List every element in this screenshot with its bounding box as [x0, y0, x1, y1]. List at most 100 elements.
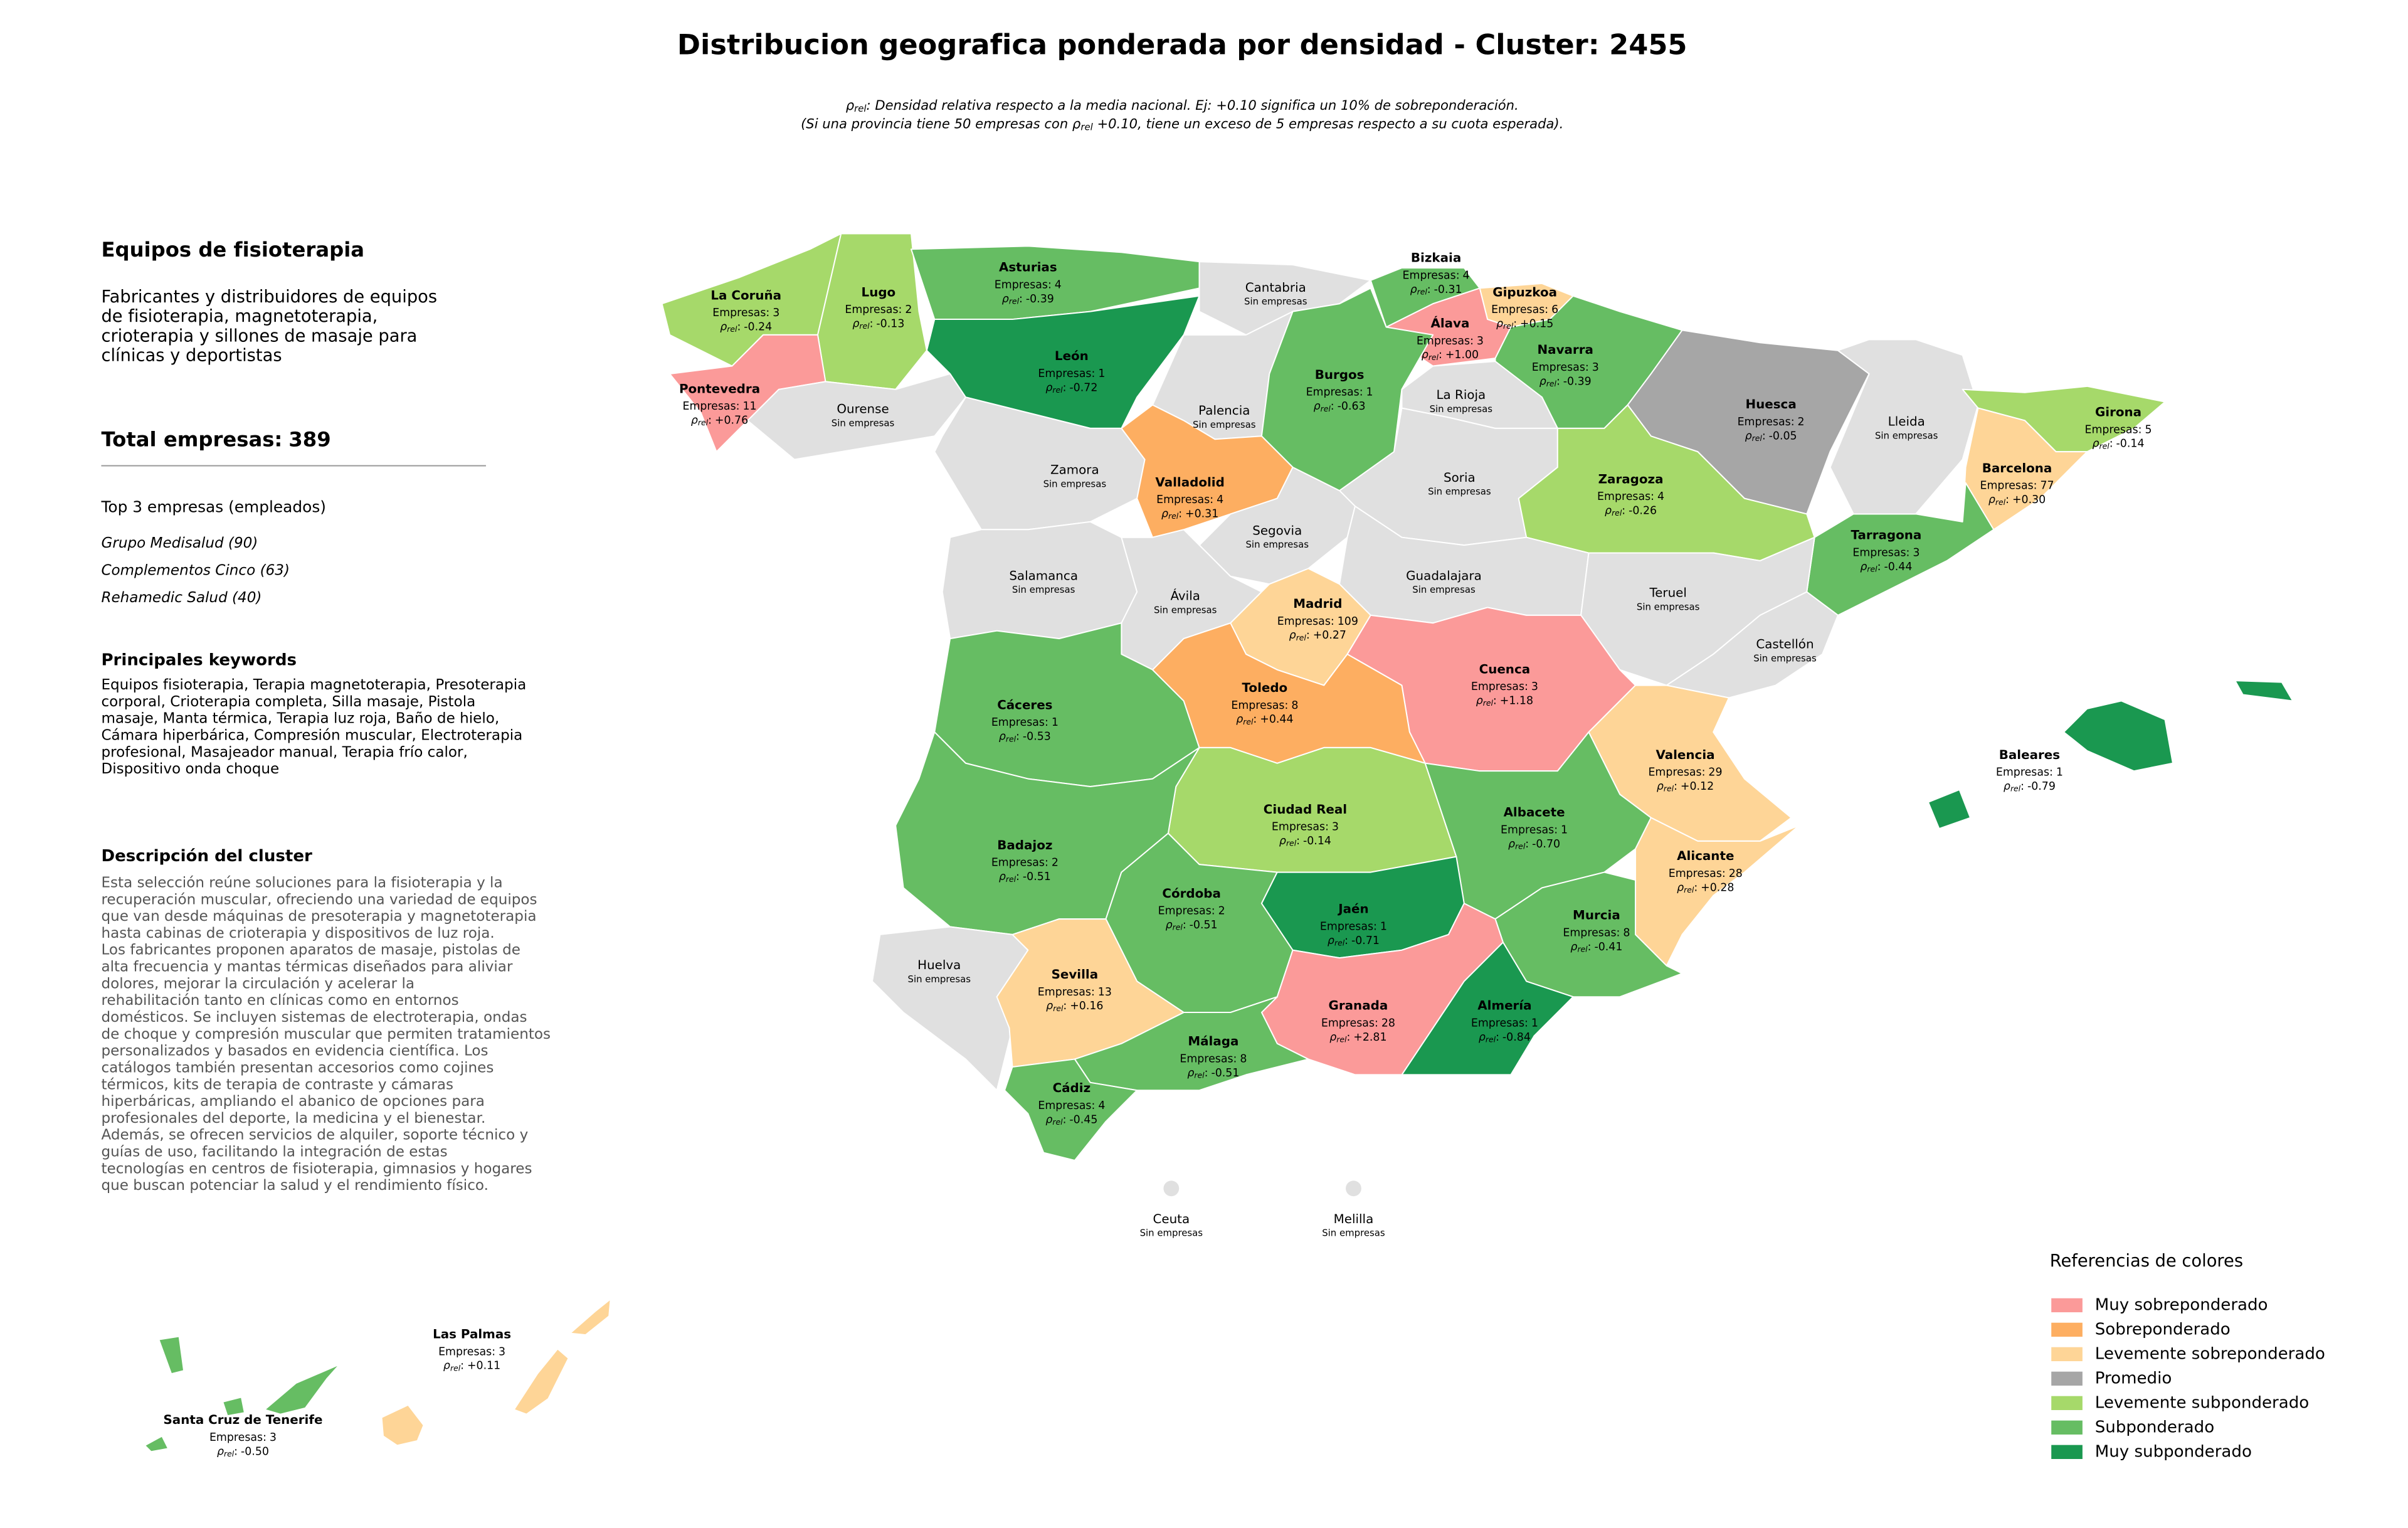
province-name: Murcia	[1573, 908, 1620, 923]
province-name: Zaragoza	[1598, 472, 1664, 486]
rho-symbol: ρ	[1187, 1067, 1194, 1080]
province-companies: Empresas: 11	[682, 400, 756, 413]
rho-separator: :	[1622, 504, 1625, 517]
rho-symbol: ρ	[1236, 713, 1243, 726]
province-rho: ρrel: +0.27	[1289, 629, 1346, 642]
rho-symbol: ρ	[999, 871, 1006, 883]
description-line: hasta cabinas de crioterapia y dispositi…	[101, 925, 494, 942]
rho-symbol: ρ	[999, 731, 1006, 743]
province-rho: ρrel: -0.71	[1328, 935, 1380, 947]
province-companies: Empresas: 77	[1980, 480, 2054, 492]
rho-separator: :	[1493, 694, 1497, 707]
province-shape	[1004, 1058, 1138, 1161]
companies-label: Empresas:	[1038, 368, 1095, 380]
companies-value: 3	[1592, 361, 1599, 374]
province-empty: Sin empresas	[832, 417, 895, 428]
rho-subscript: rel	[1684, 885, 1694, 894]
rho-symbol: ρ	[2004, 780, 2010, 793]
rho-symbol: ρ	[1677, 881, 1684, 894]
rho-separator: :	[1427, 284, 1431, 296]
companies-label: Empresas:	[1996, 767, 2053, 779]
companies-value: 1	[2056, 767, 2063, 779]
province-companies: Empresas: 4	[1156, 494, 1223, 506]
rho-separator: :	[1877, 561, 1881, 573]
province-name: Navarra	[1538, 342, 1593, 357]
description-line: tecnologías en centros de fisioterapia, …	[101, 1160, 532, 1177]
province-shape	[569, 1298, 611, 1336]
province-rho: ρrel: +0.15	[1496, 318, 1553, 331]
province-empty: Sin empresas	[1322, 1228, 1385, 1239]
description-line: que van desde máquinas de presoterapia y…	[101, 908, 536, 925]
province-rho: ρrel: -0.53	[999, 731, 1051, 743]
province-companies: Empresas: 3	[1852, 547, 1920, 560]
province-rho: ρrel: -0.31	[1410, 284, 1462, 296]
rho-value: -0.13	[876, 318, 904, 331]
province-rho: ρrel: +0.11	[443, 1360, 500, 1372]
province	[747, 373, 966, 460]
province	[1927, 680, 2294, 830]
province-companies: Empresas: 3	[438, 1345, 505, 1358]
province-rho: ρrel: +1.00	[1422, 349, 1479, 361]
rho-value: +0.28	[1701, 881, 1734, 894]
rho-subscript: rel	[1321, 403, 1331, 413]
province-name: Alicante	[1677, 849, 1734, 863]
rho-separator: :	[1063, 381, 1067, 394]
rho-separator: :	[1063, 1000, 1067, 1012]
summary-line: clínicas y deportistas	[101, 346, 282, 366]
province-companies: Empresas: 1	[1038, 368, 1105, 380]
rho-subscript: rel	[1009, 296, 1020, 305]
rho-separator: :	[1344, 935, 1348, 947]
companies-label: Empresas:	[1852, 547, 1909, 560]
rho-subscript: rel	[1428, 352, 1439, 361]
rho-subscript: rel	[1334, 938, 1345, 947]
companies-label: Empresas:	[1180, 1053, 1237, 1066]
province-rho: ρrel: -0.51	[999, 871, 1051, 883]
province-rho: ρrel: +1.18	[1476, 694, 1533, 707]
companies-label: Empresas:	[1320, 920, 1377, 933]
province-name: Toledo	[1242, 681, 1288, 695]
province-shape	[1829, 339, 1979, 515]
rho-separator: :	[1063, 1113, 1067, 1126]
legend: Muy sobreponderado Sobreponderado Levement…	[2051, 1295, 2325, 1461]
province	[1260, 287, 1434, 492]
province-name: Cuenca	[1479, 662, 1531, 676]
province	[1962, 407, 2088, 531]
note-text: +0.10, tiene un exceso de 5 empresas res…	[1093, 116, 1564, 132]
rho-separator: :	[1496, 1031, 1499, 1044]
rho-symbol: ρ	[720, 321, 727, 333]
rho-value: -0.84	[1502, 1031, 1531, 1044]
province	[1635, 817, 1800, 967]
title: Distribucion geografica ponderada por de…	[677, 28, 1687, 61]
rho-symbol: ρ	[2092, 438, 2099, 450]
companies-label: Empresas:	[1563, 926, 1620, 939]
rho-symbol: ρ	[1314, 400, 1321, 413]
rho-subscript: rel	[2010, 783, 2021, 793]
province-empty: Sin empresas	[1430, 403, 1493, 415]
province-rho: ρrel: -0.51	[1187, 1067, 1239, 1080]
province-name: Palencia	[1198, 403, 1250, 418]
province-rho: ρrel: -0.50	[217, 1445, 269, 1458]
description-line: profesionales del deporte, la medicina y…	[101, 1110, 485, 1127]
rho-value: +0.31	[1185, 507, 1218, 520]
province-name: Burgos	[1315, 368, 1365, 382]
description-line: catálogos también presentan accesorios c…	[101, 1059, 494, 1076]
top-company: Grupo Medisalud (90)	[101, 535, 258, 551]
rho-symbol: ρ	[1410, 284, 1417, 296]
province-rho: ρrel: -0.26	[1605, 504, 1657, 517]
companies-value: 2	[905, 304, 912, 316]
companies-value: 3	[773, 307, 779, 319]
province-shape	[1163, 1180, 1180, 1197]
rho-separator: :	[1439, 349, 1442, 361]
rho-subscript: rel	[1173, 922, 1183, 931]
companies-value: 1	[1531, 1017, 1538, 1029]
rho-subscript: rel	[450, 1363, 461, 1372]
province-name: Albacete	[1504, 805, 1565, 820]
rho-symbol: ρ	[1508, 838, 1515, 851]
province-name: Zamora	[1050, 462, 1099, 477]
legend-swatch	[2051, 1396, 2083, 1411]
description-line: Esta selección reúne soluciones para la …	[101, 874, 502, 891]
rho-symbol: ρ	[1072, 116, 1081, 132]
rho-separator: :	[1178, 507, 1182, 520]
rho-symbol: ρ	[1045, 1113, 1052, 1126]
